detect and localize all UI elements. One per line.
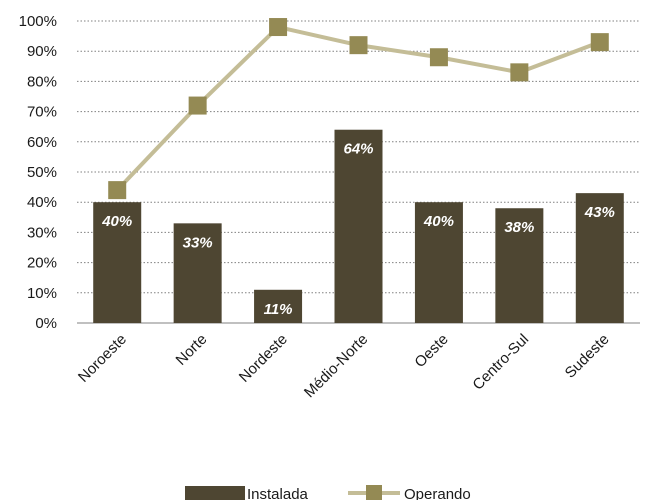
y-tick-label: 60% — [27, 134, 57, 151]
legend-marker-operando — [366, 485, 382, 500]
y-tick-label: 100% — [19, 13, 57, 30]
bar-noroeste — [93, 202, 142, 323]
y-tick-label: 40% — [27, 194, 57, 211]
operando-marker — [108, 181, 127, 200]
legend-swatch-instalada — [185, 486, 245, 500]
bar-data-label: 38% — [504, 219, 534, 236]
y-tick-label: 10% — [27, 285, 57, 302]
operando-marker — [510, 63, 529, 82]
x-tick-label: Norte — [173, 331, 211, 369]
operando-marker — [429, 48, 448, 67]
y-tick-label: 20% — [27, 255, 57, 272]
bar-médio-norte — [334, 129, 383, 323]
bar-norte — [173, 223, 222, 323]
x-axis: Noroeste Norte Nordeste Médio-Norte Oeste Cen… — [75, 331, 613, 401]
y-tick-label: 0% — [35, 315, 57, 332]
operando-line — [108, 18, 609, 200]
bar-centro-sul — [495, 208, 544, 323]
operando-marker — [269, 18, 288, 37]
bar-data-label: 40% — [423, 213, 454, 230]
bar-oeste — [414, 202, 463, 323]
bars: 40% 33% 11% 64% 40% 38% 43% — [93, 129, 624, 323]
legend: Instalada Operando — [185, 485, 471, 500]
y-tick-label: 50% — [27, 164, 57, 181]
x-tick-label: Médio-Norte — [301, 331, 371, 401]
legend-label-operando: Operando — [404, 486, 471, 500]
y-axis: 0% 10% 20% 30% 40% 50% 60% 70% 80% 90% 100% — [19, 13, 640, 332]
y-tick-label: 70% — [27, 104, 57, 121]
bar-data-label: 64% — [343, 141, 373, 158]
y-tick-label: 90% — [27, 43, 57, 60]
x-tick-label: Oeste — [411, 331, 451, 371]
bar-data-label: 40% — [101, 213, 132, 230]
operando-marker — [590, 33, 609, 52]
operando-marker — [349, 36, 368, 55]
operando-marker — [188, 96, 207, 115]
bar-data-label: 33% — [183, 234, 213, 251]
bar-data-label: 11% — [264, 301, 293, 318]
bar-data-label: 43% — [584, 204, 615, 221]
bar-nordeste — [254, 289, 303, 323]
x-tick-label: Nordeste — [236, 331, 291, 386]
bar-sudeste — [575, 193, 624, 323]
y-tick-label: 30% — [27, 224, 57, 241]
x-tick-label: Centro-Sul — [469, 331, 532, 394]
y-tick-label: 80% — [27, 73, 57, 90]
x-tick-label: Noroeste — [75, 331, 130, 386]
x-tick-label: Sudeste — [562, 331, 613, 382]
legend-label-instalada: Instalada — [247, 486, 309, 500]
